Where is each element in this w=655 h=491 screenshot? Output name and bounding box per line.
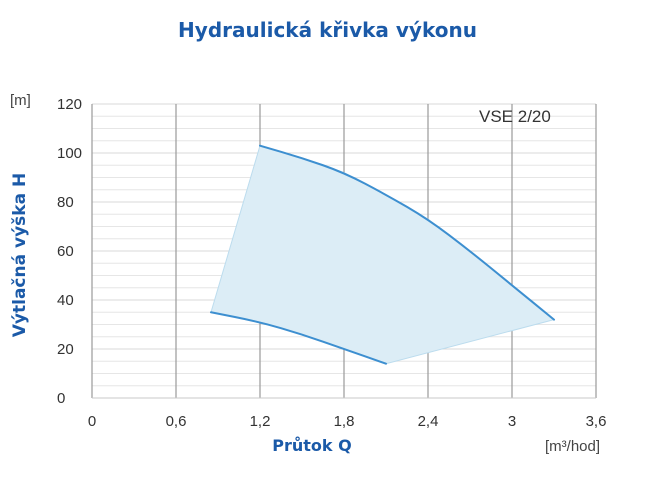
y-tick-label: 20	[57, 341, 74, 358]
chart-title: Hydraulická křivka výkonu	[178, 18, 477, 42]
series-label: VSE 2/20	[479, 107, 551, 126]
x-tick-label: 1,8	[334, 413, 355, 430]
y-tick-label: 100	[57, 145, 82, 162]
x-tick-labels: 0 0,6 1,2 1,8 2,4 3 3,6	[88, 413, 607, 430]
x-axis-label: Průtok Q	[272, 436, 352, 455]
y-tick-label: 120	[57, 96, 82, 113]
y-axis-unit: [m]	[10, 92, 31, 109]
operating-region	[210, 145, 556, 365]
x-tick-label: 2,4	[418, 413, 439, 430]
lower-curve	[210, 311, 387, 365]
y-tick-labels: 0 20 40 60 80 100 120	[57, 96, 82, 407]
y-tick-label: 80	[57, 194, 74, 211]
y-tick-label: 40	[57, 292, 74, 309]
x-tick-label: 0	[88, 413, 96, 430]
x-tick-label: 1,2	[250, 413, 271, 430]
x-tick-label: 0,6	[166, 413, 187, 430]
x-axis-unit: [m³/hod]	[545, 438, 601, 455]
performance-curves	[210, 144, 555, 365]
x-tick-label: 3	[508, 413, 516, 430]
operating-area	[210, 145, 556, 365]
y-tick-label: 60	[57, 243, 74, 260]
upper-curve	[259, 144, 555, 321]
y-tick-label: 0	[57, 390, 65, 407]
x-tick-label: 3,6	[586, 413, 607, 430]
